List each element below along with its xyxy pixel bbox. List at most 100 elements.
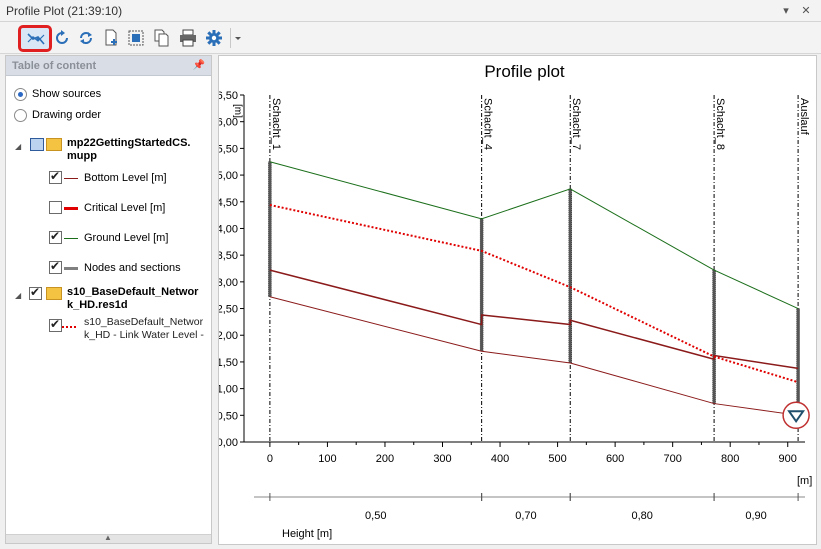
- y-tick-label: 0,00: [219, 437, 238, 449]
- node-label: Schacht_8: [714, 98, 726, 150]
- show-sources-label: Show sources: [32, 88, 102, 100]
- y-tick-label: 6,50: [219, 90, 238, 102]
- nodes-sections-swatch: [64, 267, 78, 270]
- profile-plot-chart[interactable]: Profile plot [m] 0,00 0,50 1,00 1,50 2,00 2,50 3…: [219, 56, 818, 546]
- node-label: Schacht_1: [270, 98, 282, 150]
- node-bar: [479, 218, 484, 352]
- series-line: [269, 296, 799, 416]
- x-tick-label: 0: [267, 453, 273, 465]
- critical-level-checkbox[interactable]: [49, 201, 62, 214]
- node-bar: [568, 188, 572, 364]
- sync-icon: [80, 32, 92, 44]
- y-tick-label: 2,50: [219, 304, 238, 316]
- collapse-arrow-icon[interactable]: ◢: [15, 142, 22, 151]
- outlet-marker-circle: [782, 401, 810, 430]
- link-water-level-label: s10_BaseDefault_Networ k_HD - Link Water…: [84, 316, 204, 342]
- toolbar-overflow-button[interactable]: [232, 26, 244, 50]
- x-tick-label: 600: [606, 453, 624, 465]
- scroll-up-arrow-icon[interactable]: ▲: [104, 533, 112, 542]
- node-bar: [268, 161, 272, 298]
- y-tick-label: 3,50: [219, 250, 238, 262]
- profile-plot-tool-icon: [27, 33, 45, 45]
- add-page-button[interactable]: [100, 26, 124, 50]
- x-tick-label: 400: [491, 453, 509, 465]
- toolbar-separator: [230, 28, 231, 48]
- refresh-button[interactable]: [50, 26, 74, 50]
- fit-extent-icon: [128, 30, 144, 46]
- print-button[interactable]: [176, 26, 200, 50]
- bottom-level-label: Bottom Level [m]: [84, 172, 167, 184]
- y-tick-label: 3,00: [219, 277, 238, 289]
- pin-icon[interactable]: 📌: [192, 60, 205, 71]
- show-sources-radio[interactable]: [14, 88, 27, 101]
- node-bar: [712, 269, 716, 404]
- close-icon[interactable]: ✕: [801, 5, 811, 17]
- toc-scrollbar[interactable]: ▲: [6, 533, 211, 543]
- link-water-level-swatch: [62, 326, 76, 328]
- series-line: [269, 161, 799, 309]
- copy-button[interactable]: [150, 26, 174, 50]
- profile-plot-panel[interactable]: Profile plot [m] 0,00 0,50 1,00 1,50 2,00 2,50 3…: [218, 55, 817, 545]
- node-label: Auslauf: [798, 98, 810, 136]
- dropdown-arrow-icon: [235, 37, 241, 40]
- ground-level-checkbox[interactable]: [49, 229, 62, 244]
- collapse-arrow-icon[interactable]: ◢: [15, 291, 22, 300]
- group-title-line1: mp22GettingStartedCS.: [67, 137, 191, 149]
- y-tick-label: 1,00: [219, 384, 238, 396]
- y-tick-label: 5,50: [219, 143, 238, 155]
- y-tick-label: 4,00: [219, 223, 238, 235]
- ground-level-swatch: [64, 238, 78, 239]
- y-tick-label: 1,50: [219, 357, 238, 369]
- map-document-icon: [30, 138, 44, 151]
- bottom-level-checkbox[interactable]: [49, 169, 62, 184]
- node-bar: [796, 308, 800, 416]
- window-title: Profile Plot (21:39:10): [6, 4, 123, 18]
- layer-label-line1: s10_BaseDefault_Networ: [84, 316, 204, 328]
- print-icon: [180, 29, 196, 47]
- height-row-label: Height [m]: [282, 528, 332, 540]
- window-titlebar: Profile Plot (21:39:10) ▾ ✕: [0, 0, 821, 22]
- add-page-icon: [105, 29, 117, 46]
- y-tick-label: 6,00: [219, 117, 238, 129]
- group-title-mupp: mp22GettingStartedCS. mupp: [67, 137, 190, 163]
- copy-icon: [154, 29, 169, 47]
- settings-button[interactable]: [202, 26, 226, 50]
- dropdown-arrow-icon[interactable]: ▾: [783, 5, 789, 17]
- height-segment-label: 0,70: [515, 510, 536, 522]
- drawing-order-radio[interactable]: [14, 109, 27, 122]
- outlet-triangle-icon: [787, 410, 806, 424]
- nodes-sections-label: Nodes and sections: [84, 262, 181, 274]
- link-water-level-checkbox[interactable]: [49, 317, 62, 332]
- layer-label-line2: k_HD - Link Water Level -: [84, 329, 204, 341]
- result-file-icon: [46, 287, 62, 300]
- y-tick-label: 5,00: [219, 170, 238, 182]
- nodes-sections-checkbox[interactable]: [49, 259, 62, 274]
- x-tick-label: 700: [663, 453, 681, 465]
- x-axis-label: [m]: [797, 475, 812, 487]
- series-line: [269, 203, 799, 384]
- critical-level-label: Critical Level [m]: [84, 202, 166, 214]
- toc-header: Table of content 📌: [6, 56, 211, 76]
- y-tick-label: 2,00: [219, 330, 238, 342]
- toc-title: Table of content: [12, 60, 97, 72]
- group-title-line1: s10_BaseDefault_Networ: [67, 286, 199, 298]
- x-tick-label: 100: [318, 453, 336, 465]
- fit-extent-button[interactable]: [124, 26, 148, 50]
- node-label: Schacht_4: [482, 98, 494, 150]
- result-file-checkbox[interactable]: [29, 285, 42, 300]
- group-title-line2: k_HD.res1d: [67, 299, 128, 311]
- x-tick-label: 900: [779, 453, 797, 465]
- profile-plot-button[interactable]: [18, 25, 52, 52]
- x-tick-label: 300: [433, 453, 451, 465]
- y-tick-label: 4,50: [219, 197, 238, 209]
- bottom-level-swatch: [64, 178, 78, 179]
- height-segment-label: 0,80: [631, 510, 652, 522]
- height-segment-label: 0,90: [745, 510, 766, 522]
- toc-body: Show sources Drawing order ◢ mp22Getting…: [6, 76, 211, 535]
- series-line: [269, 269, 799, 370]
- x-tick-label: 200: [376, 453, 394, 465]
- x-tick-label: 500: [548, 453, 566, 465]
- folder-icon: [46, 138, 62, 151]
- sync-button[interactable]: [74, 26, 98, 50]
- ground-level-label: Ground Level [m]: [84, 232, 169, 244]
